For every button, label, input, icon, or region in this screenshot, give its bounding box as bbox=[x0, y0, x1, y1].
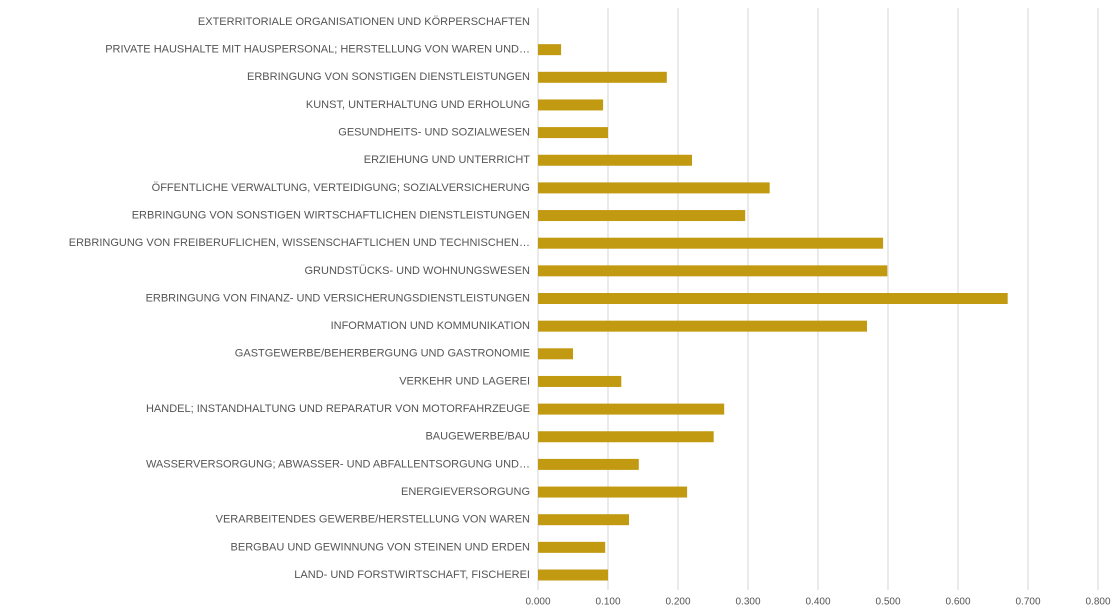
x-tick-label: 0.100 bbox=[595, 597, 620, 608]
y-tick-label: GASTGEWERBE/BEHERBERGUNG UND GASTRONOMIE bbox=[235, 348, 530, 360]
bar bbox=[538, 99, 604, 111]
y-tick-label: WASSERVERSORGUNG; ABWASSER- UND ABFALLEN… bbox=[146, 458, 530, 470]
y-tick-label: BAUGEWERBE/BAU bbox=[425, 431, 530, 443]
bar bbox=[538, 569, 608, 581]
bar bbox=[538, 237, 884, 249]
bar bbox=[538, 486, 688, 498]
bar bbox=[538, 375, 622, 387]
bar bbox=[538, 320, 867, 332]
bar bbox=[538, 458, 639, 470]
bar bbox=[538, 210, 746, 222]
x-tick-label: 0.800 bbox=[1085, 597, 1110, 608]
y-tick-label: ERBRINGUNG VON SONSTIGEN DIENSTLEISTUNGE… bbox=[247, 71, 530, 83]
bar bbox=[538, 44, 562, 56]
y-tick-label: GESUNDHEITS- UND SOZIALWESEN bbox=[338, 127, 530, 139]
y-tick-label: ÖFFENTLICHE VERWALTUNG, VERTEIDIGUNG; SO… bbox=[152, 182, 530, 194]
bar bbox=[538, 293, 1008, 304]
x-tick-label: 0.200 bbox=[665, 597, 690, 608]
y-tick-label: INFORMATION UND KOMMUNIKATION bbox=[331, 320, 530, 332]
x-tick-label: 0.600 bbox=[945, 597, 970, 608]
y-tick-label: PRIVATE HAUSHALTE MIT HAUSPERSONAL; HERS… bbox=[105, 44, 530, 56]
x-tick-label: 0.000 bbox=[525, 597, 550, 608]
y-tick-label: LAND- UND FORSTWIRTSCHAFT, FISCHEREI bbox=[294, 569, 530, 581]
y-tick-label: GRUNDSTÜCKS- UND WOHNUNGSWESEN bbox=[305, 265, 531, 277]
y-tick-label: ENERGIEVERSORGUNG bbox=[401, 486, 530, 498]
bar bbox=[538, 348, 573, 360]
bar bbox=[538, 514, 629, 526]
x-tick-label: 0.700 bbox=[1015, 597, 1040, 608]
y-tick-label: ERZIEHUNG UND UNTERRICHT bbox=[364, 154, 531, 166]
y-tick-label: ERBRINGUNG VON SONSTIGEN WIRTSCHAFTLICHE… bbox=[132, 209, 530, 221]
bar bbox=[538, 71, 667, 83]
bar bbox=[538, 127, 608, 139]
y-tick-label: KUNST, UNTERHALTUNG UND ERHOLUNG bbox=[306, 99, 530, 111]
bar bbox=[538, 431, 714, 443]
y-tick-label: VERARBEITENDES GEWERBE/HERSTELLUNG VON W… bbox=[216, 514, 530, 526]
bar bbox=[538, 541, 606, 553]
x-tick-label: 0.300 bbox=[735, 597, 760, 608]
y-tick-label: ERBRINGUNG VON FINANZ- UND VERSICHERUNGS… bbox=[146, 292, 530, 304]
bar bbox=[538, 265, 888, 277]
y-tick-label: EXTERRITORIALE ORGANISATIONEN UND KÖRPER… bbox=[198, 16, 530, 28]
y-tick-label: VERKEHR UND LAGEREI bbox=[399, 375, 530, 387]
bar bbox=[538, 182, 770, 194]
y-tick-label: BERGBAU UND GEWINNUNG VON STEINEN UND ER… bbox=[231, 541, 531, 553]
x-tick-label: 0.500 bbox=[875, 597, 900, 608]
y-tick-label: ERBRINGUNG VON FREIBERUFLICHEN, WISSENSC… bbox=[69, 237, 530, 249]
bar bbox=[538, 154, 692, 166]
y-tick-label: HANDEL; INSTANDHALTUNG UND REPARATUR VON… bbox=[146, 403, 530, 415]
bar bbox=[538, 403, 725, 415]
x-tick-label: 0.400 bbox=[805, 597, 830, 608]
